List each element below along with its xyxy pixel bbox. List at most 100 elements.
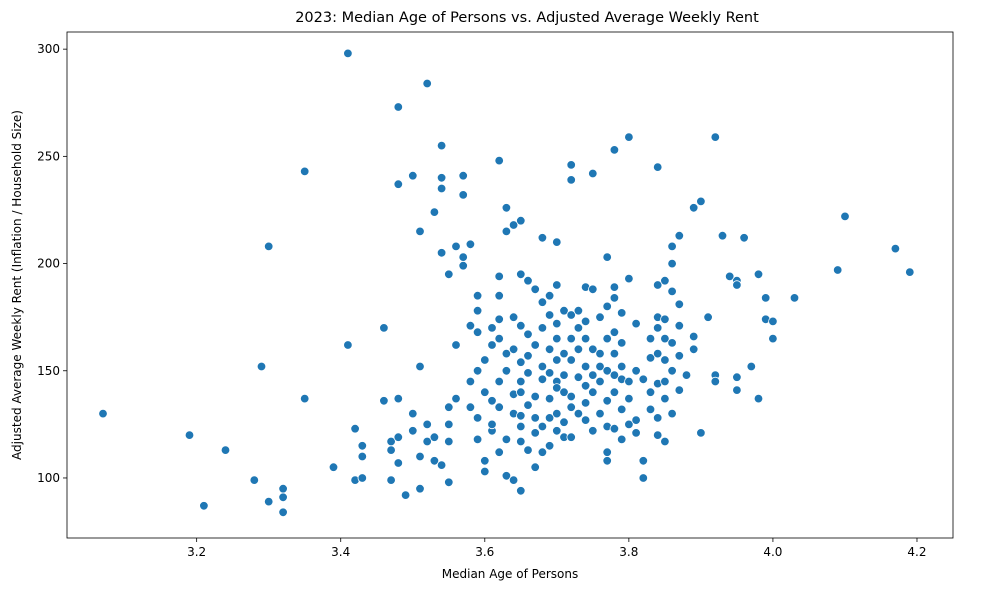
data-point [523,445,533,455]
data-point [624,273,634,284]
data-point [544,441,555,451]
data-point [508,344,519,355]
data-point [350,424,360,434]
data-point [444,436,454,447]
data-point [408,170,418,181]
data-point [436,248,447,258]
data-point [753,269,764,280]
data-point [746,361,757,372]
data-point [422,436,432,447]
data-point [537,297,548,307]
data-point [300,393,310,404]
data-point [696,196,706,207]
data-point [393,179,404,189]
data-point [487,340,497,350]
data-point [552,426,562,436]
data-point [588,168,598,179]
data-point [523,329,533,340]
data-point [516,269,526,280]
data-point [761,293,771,303]
data-point [566,432,576,442]
y-tick-label: 250 [37,149,60,163]
data-point [494,155,504,166]
data-point [580,398,591,408]
data-point [573,372,584,382]
data-point [508,312,519,322]
data-point [732,280,742,290]
data-point [465,321,476,331]
data-point [739,233,749,243]
y-axis: 100 150 200 250 300 [37,42,67,485]
data-point [415,484,425,494]
data-point [480,387,490,397]
data-point [732,385,742,395]
data-point [544,393,555,404]
data-point [501,366,512,376]
data-point [436,140,447,151]
data-point [393,432,404,442]
data-point [631,366,641,376]
data-point [602,366,612,376]
data-point [393,458,404,468]
data-point [501,203,512,213]
data-point [689,331,699,342]
x-tick-label: 3.6 [475,545,494,559]
data-point [624,132,634,142]
y-tick-label: 300 [37,42,60,56]
data-point [501,434,512,445]
data-point [508,220,519,230]
data-point [508,475,519,485]
data-point [523,400,533,410]
data-point [494,291,504,301]
data-point [559,348,569,359]
data-point [566,175,576,185]
data-point [595,408,605,419]
data-point [609,327,620,337]
data-point [278,484,288,494]
data-point [667,408,677,419]
data-point [516,357,526,367]
data-point [559,370,569,380]
data-point [415,451,425,462]
data-point [703,312,713,322]
data-point [516,376,526,387]
data-point [422,419,432,430]
data-point [264,496,274,507]
data-point [98,408,108,419]
y-tick-label: 200 [37,257,60,271]
data-point [552,408,562,419]
data-point [840,211,850,222]
data-point [278,492,288,503]
data-point [357,451,368,462]
data-point [609,282,620,292]
data-point [300,166,310,177]
data-point [379,323,389,333]
data-point [710,132,721,142]
data-point [494,271,504,282]
data-point [566,402,576,412]
data-point [199,501,209,511]
data-point [559,306,569,316]
data-point [631,428,641,438]
data-point [444,402,454,412]
data-point [343,340,353,350]
x-tick-label: 4.0 [763,545,782,559]
data-point [458,190,468,200]
data-point [667,258,677,269]
data-point [573,408,584,419]
data-point [580,316,591,327]
data-point [386,475,396,485]
data-point [530,391,540,402]
data-point [501,226,512,237]
data-point [732,372,742,382]
data-point [696,428,706,438]
data-point [617,308,627,318]
data-point [617,338,627,348]
data-point [674,230,685,241]
data-point [566,355,576,365]
data-point [588,370,598,380]
data-point [609,370,620,380]
data-point [472,327,483,337]
data-point [580,381,591,391]
data-point [588,284,598,295]
